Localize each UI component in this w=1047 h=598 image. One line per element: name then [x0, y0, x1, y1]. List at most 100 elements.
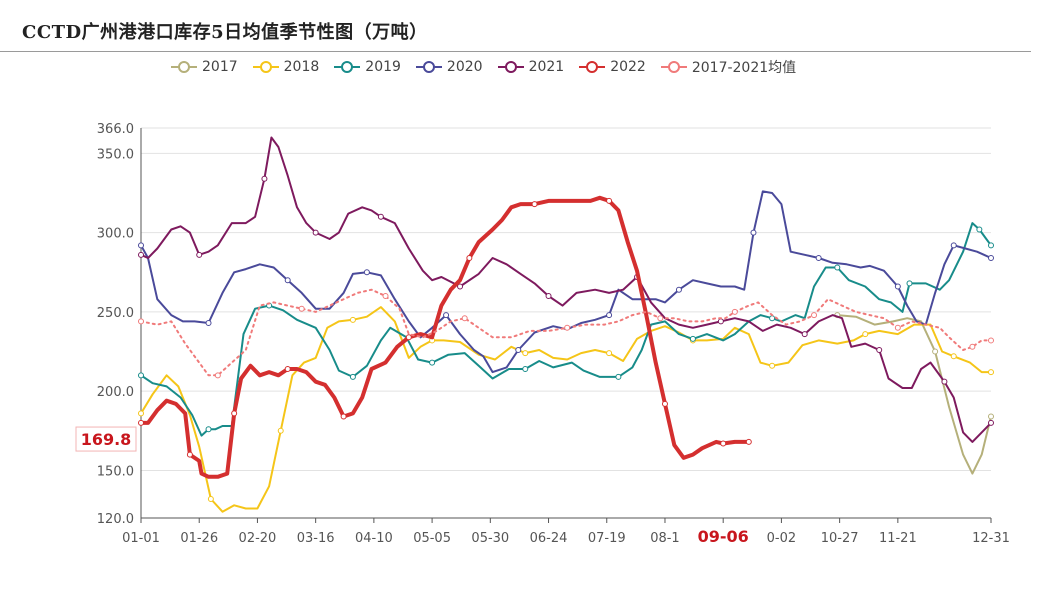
- data-point: [205, 320, 212, 326]
- legend-swatch-circle: [178, 61, 190, 73]
- series-line-2022: [139, 195, 751, 479]
- data-point: [363, 269, 370, 276]
- grid-lines: [141, 127, 991, 519]
- data-point: [876, 346, 883, 353]
- x-tick-label: 05-30: [471, 531, 509, 546]
- legend-item[interactable]: 2020: [415, 59, 483, 75]
- legend-swatch-icon: [334, 61, 361, 73]
- data-point: [988, 337, 994, 344]
- data-point: [340, 413, 347, 420]
- legend-swatch-circle: [259, 61, 272, 73]
- data-point: [834, 264, 841, 271]
- x-tick-label: 01-01: [122, 531, 160, 546]
- data-point: [862, 331, 869, 338]
- legend-label: 2017-2021均值: [691, 60, 797, 76]
- chart-legend: 2017 2018 2019 2020 2021 2022 2017-2021均值: [170, 56, 796, 78]
- x-tick-label: 06-24: [530, 531, 568, 546]
- legend-item[interactable]: 2018: [252, 59, 320, 75]
- data-point: [138, 410, 144, 417]
- legend-swatch-icon: [415, 61, 442, 73]
- legend-swatch-circle: [341, 61, 354, 73]
- data-point: [277, 427, 284, 434]
- data-point: [615, 373, 622, 380]
- data-point: [515, 346, 522, 353]
- legend-item[interactable]: 2021: [497, 59, 564, 75]
- data-point: [815, 255, 822, 261]
- data-point: [545, 293, 552, 300]
- data-point: [745, 438, 752, 445]
- data-point: [689, 335, 696, 342]
- data-point: [801, 331, 808, 338]
- data-point: [988, 413, 994, 420]
- legend-swatch-circle: [586, 61, 599, 73]
- data-point: [894, 283, 901, 290]
- data-point: [720, 440, 727, 447]
- data-point: [138, 251, 144, 258]
- x-tick-label: 12-31: [972, 531, 1010, 546]
- y-tick-label: 250.0: [97, 306, 134, 321]
- series-line-2018: [140, 306, 992, 513]
- data-point: [531, 201, 538, 208]
- data-point: [932, 348, 939, 355]
- legend-item[interactable]: 2019: [333, 59, 401, 75]
- data-point: [969, 343, 976, 350]
- legend-label: 2018: [283, 59, 320, 75]
- data-point: [661, 400, 668, 407]
- series-group: [138, 136, 994, 513]
- data-point: [298, 305, 305, 312]
- data-point: [988, 242, 994, 249]
- data-point: [976, 226, 983, 233]
- x-tick-label: 0-02: [767, 531, 797, 546]
- data-point: [284, 365, 291, 372]
- y-tick-label: 350.0: [97, 147, 134, 162]
- data-point: [382, 293, 389, 300]
- x-tick-label: 03-16: [297, 531, 335, 546]
- data-point: [405, 334, 412, 341]
- y-tick-label: 200.0: [97, 385, 134, 400]
- tick-labels: 366.0 350.0 300.0 250.0 200.0 150.0 120.0 01-01…: [75, 122, 1010, 546]
- data-point: [214, 372, 221, 379]
- data-point: [312, 229, 319, 236]
- series-line-2020: [140, 190, 992, 374]
- current-value-label: 169.8: [81, 430, 132, 449]
- data-point: [205, 426, 212, 433]
- legend-swatch-icon: [497, 61, 524, 73]
- y-tick-label: 150.0: [97, 464, 134, 479]
- series-line-2017-2021均值: [140, 288, 992, 377]
- legend-label: 2020: [446, 59, 483, 75]
- x-tick-label: 07-19: [588, 531, 626, 546]
- data-point: [461, 315, 468, 322]
- legend-item[interactable]: 2017: [170, 59, 238, 75]
- data-point: [377, 213, 384, 220]
- data-point: [675, 286, 682, 293]
- data-point: [138, 318, 144, 325]
- legend-label: 2019: [365, 59, 401, 75]
- legend-item[interactable]: 2022: [578, 59, 646, 75]
- x-tick-label: 02-20: [239, 531, 277, 546]
- data-point: [606, 350, 613, 357]
- legend-item[interactable]: 2017-2021均值: [660, 57, 796, 77]
- data-point: [731, 308, 738, 315]
- data-point: [457, 283, 464, 290]
- series-line-2021: [140, 136, 992, 443]
- legend-swatch-icon: [252, 61, 279, 73]
- data-point: [261, 175, 268, 182]
- x-tick-label: 01-26: [180, 531, 218, 546]
- legend-label: 2022: [610, 59, 646, 75]
- data-point: [564, 324, 571, 331]
- data-point: [466, 255, 473, 261]
- data-point: [811, 312, 818, 319]
- data-point: [988, 369, 994, 376]
- legend-swatch-circle: [504, 61, 517, 73]
- y-tick-label: 366.0: [97, 122, 134, 137]
- data-point: [138, 372, 144, 379]
- series-line-2017: [836, 314, 992, 475]
- x-tick-label: 10-27: [821, 531, 859, 546]
- data-point: [950, 353, 957, 360]
- data-point: [988, 419, 994, 426]
- x-tick-label: 11-21: [879, 531, 917, 546]
- chart-title: CCTD广州港港口库存5日均值季节性图（万吨）: [22, 22, 428, 43]
- data-point: [894, 324, 901, 331]
- legend-swatch-icon: [579, 61, 606, 73]
